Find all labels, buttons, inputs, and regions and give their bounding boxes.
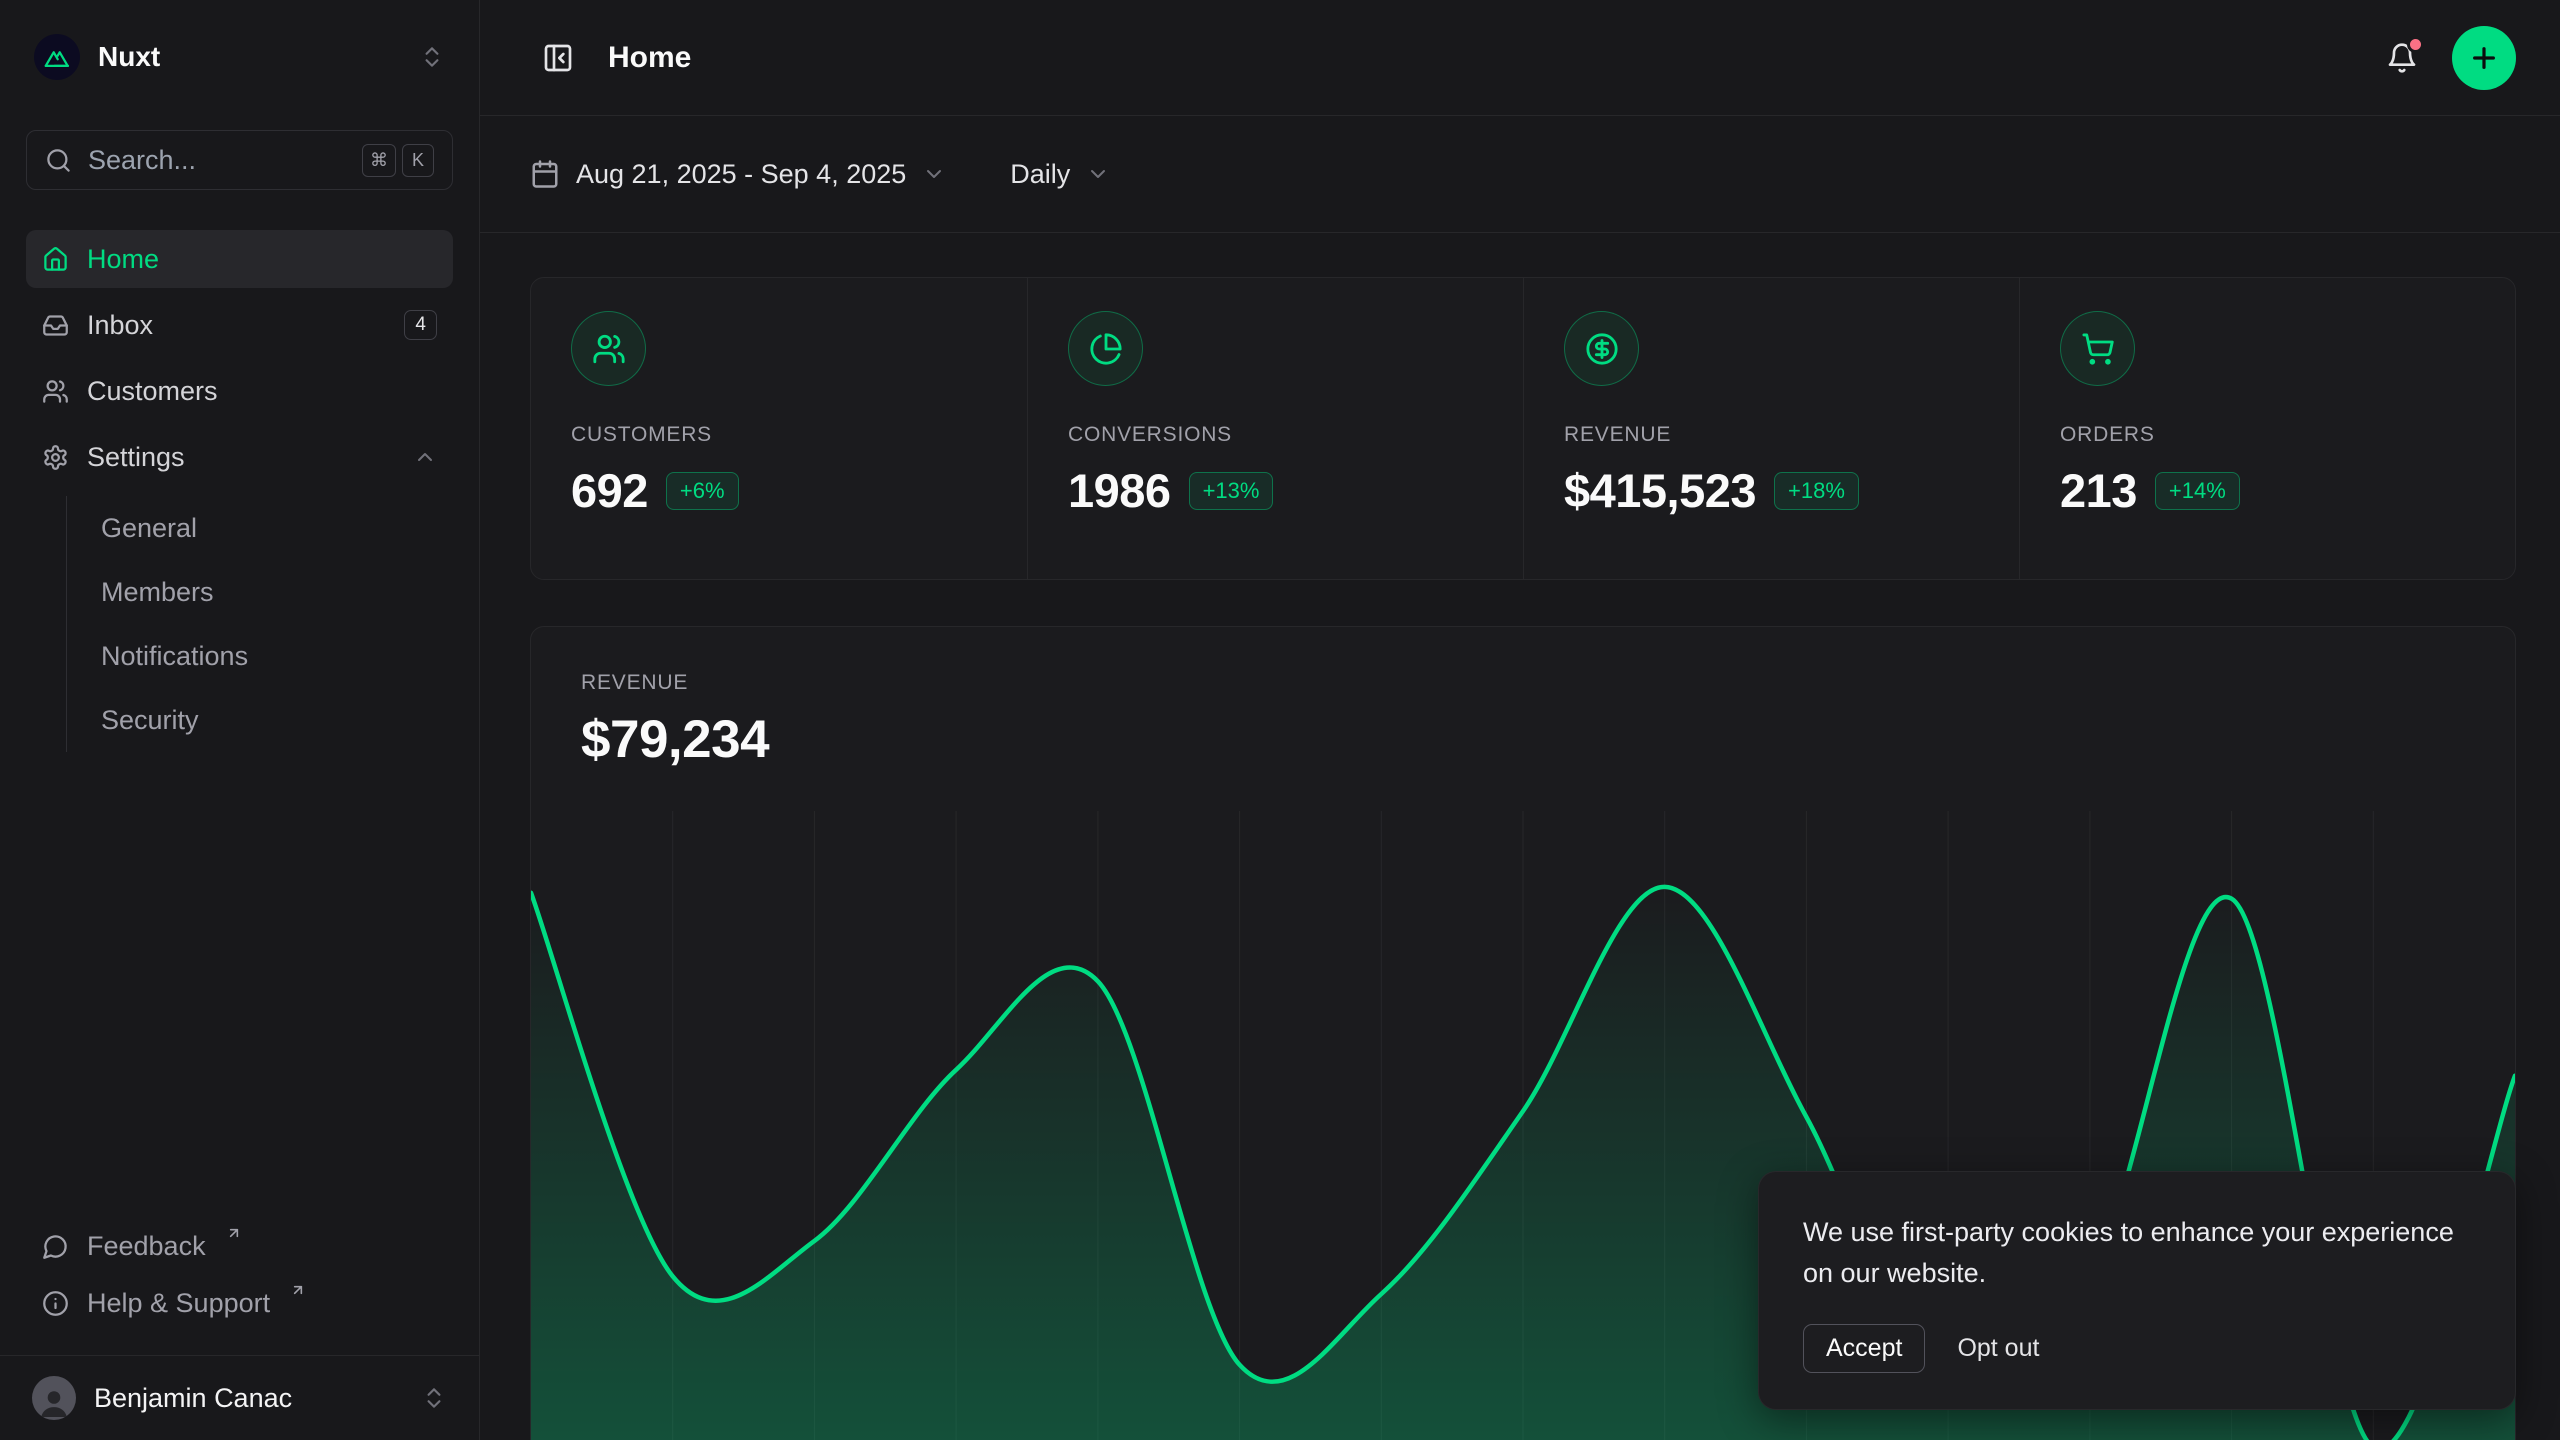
external-link-icon bbox=[226, 1225, 242, 1241]
kbd-k: K bbox=[402, 143, 434, 177]
notifications-button[interactable] bbox=[2374, 30, 2430, 86]
stat-delta-badge: +13% bbox=[1188, 471, 1274, 510]
granularity-value: Daily bbox=[1010, 158, 1071, 189]
inbox-icon bbox=[42, 312, 69, 339]
users-icon bbox=[42, 378, 69, 405]
info-circle-icon bbox=[42, 1290, 69, 1317]
kbd-cmd: ⌘ bbox=[362, 143, 396, 177]
content: CUSTOMERS 692 +6% CONVERSIONS 1986 +13% bbox=[480, 233, 2560, 1440]
search-input[interactable]: Search... ⌘ K bbox=[26, 130, 453, 190]
sidebar-secondary-nav: Feedback Help & Support bbox=[26, 1221, 453, 1355]
stat-value: 692 bbox=[571, 464, 648, 517]
sidebar-item-members[interactable]: Members bbox=[101, 576, 214, 607]
panel-left-close-icon bbox=[544, 44, 572, 71]
workspace-switcher[interactable]: Nuxt bbox=[26, 28, 453, 86]
sidebar-item-settings[interactable]: Settings bbox=[26, 428, 453, 486]
stat-card-orders[interactable]: ORDERS 213 +14% bbox=[2019, 278, 2515, 579]
user-menu[interactable]: Benjamin Canac bbox=[0, 1355, 479, 1440]
stat-label: CUSTOMERS bbox=[571, 423, 712, 446]
sidebar-item-home[interactable]: Home bbox=[26, 230, 453, 288]
stat-card-conversions[interactable]: CONVERSIONS 1986 +13% bbox=[1027, 278, 1523, 579]
sidebar-item-inbox[interactable]: Inbox 4 bbox=[26, 296, 453, 354]
cookie-optout-button[interactable]: Opt out bbox=[1957, 1334, 2040, 1362]
stat-card-customers[interactable]: CUSTOMERS 692 +6% bbox=[531, 278, 1027, 579]
stat-delta-badge: +18% bbox=[1774, 471, 1859, 510]
sidebar-item-customers[interactable]: Customers bbox=[26, 362, 453, 420]
sidebar-item-label: Customers bbox=[87, 375, 218, 406]
calendar-icon bbox=[530, 159, 560, 189]
cookie-message: We use first-party cookies to enhance yo… bbox=[1803, 1217, 2454, 1288]
stat-label: CONVERSIONS bbox=[1068, 423, 1232, 446]
stat-label: ORDERS bbox=[2060, 423, 2155, 446]
stat-delta-badge: +6% bbox=[665, 471, 739, 510]
revenue-panel: REVENUE $79,234 bbox=[530, 626, 2516, 1440]
sidebar-item-label: Settings bbox=[87, 441, 185, 472]
nuxt-logo-icon bbox=[34, 34, 80, 80]
search-placeholder: Search... bbox=[88, 144, 197, 175]
chevron-down-icon bbox=[1086, 162, 1110, 186]
granularity-select[interactable]: Daily bbox=[1010, 159, 1110, 190]
pie-chart-icon bbox=[1068, 311, 1143, 386]
chart-area-fill bbox=[531, 886, 2515, 1440]
revenue-area-chart bbox=[531, 811, 2515, 1440]
settings-subnav: General Members Notifications Security bbox=[66, 496, 453, 752]
users-icon bbox=[571, 311, 646, 386]
topbar: Home bbox=[480, 0, 2560, 116]
chevron-down-icon bbox=[922, 162, 946, 186]
circle-dollar-icon bbox=[1564, 311, 1639, 386]
filterbar: Aug 21, 2025 - Sep 4, 2025 Daily bbox=[480, 116, 2560, 233]
user-name: Benjamin Canac bbox=[94, 1382, 293, 1413]
stat-card-revenue[interactable]: REVENUE $415,523 +18% bbox=[1523, 278, 2019, 579]
inbox-count-badge: 4 bbox=[404, 310, 437, 340]
cookie-banner: We use first-party cookies to enhance yo… bbox=[1758, 1171, 2516, 1410]
sidebar-item-security[interactable]: Security bbox=[101, 704, 199, 735]
sidebar-nav: Home Inbox 4 Customers Settings bbox=[26, 230, 453, 752]
sidebar: Nuxt Search... ⌘ K Home bbox=[0, 0, 480, 1440]
stat-value: $415,523 bbox=[1564, 464, 1757, 517]
sidebar-item-label: Inbox bbox=[87, 309, 154, 340]
shopping-cart-icon bbox=[2060, 311, 2135, 386]
collapse-sidebar-button[interactable] bbox=[530, 30, 586, 86]
stat-value: 213 bbox=[2060, 464, 2137, 517]
add-button[interactable] bbox=[2452, 25, 2516, 90]
chart-line bbox=[531, 884, 2515, 1440]
stat-value: 1986 bbox=[1068, 464, 1171, 517]
sidebar-item-label: Help & Support bbox=[87, 1288, 271, 1318]
sidebar-item-label: Home bbox=[87, 243, 160, 274]
external-link-icon bbox=[290, 1282, 306, 1298]
sidebar-item-general[interactable]: General bbox=[101, 512, 198, 543]
avatar bbox=[32, 1376, 76, 1420]
gear-icon bbox=[42, 444, 69, 471]
home-icon bbox=[42, 246, 69, 273]
sidebar-item-label: Feedback bbox=[87, 1231, 206, 1261]
stat-delta-badge: +14% bbox=[2154, 471, 2240, 510]
chevrons-up-down-icon bbox=[421, 1385, 447, 1411]
main-area: Home Aug 21, 2025 - Sep 4, 2025 Daily bbox=[480, 0, 2560, 1440]
plus-icon bbox=[2473, 46, 2495, 69]
search-icon bbox=[45, 147, 72, 174]
revenue-panel-label: REVENUE bbox=[581, 671, 689, 694]
sidebar-item-notifications[interactable]: Notifications bbox=[101, 640, 249, 671]
notification-dot bbox=[2407, 35, 2424, 53]
message-circle-icon bbox=[42, 1233, 69, 1260]
brand-name: Nuxt bbox=[98, 41, 161, 72]
search-shortcut: ⌘ K bbox=[362, 143, 434, 177]
sidebar-spacer bbox=[26, 752, 453, 1221]
date-range-value: Aug 21, 2025 - Sep 4, 2025 bbox=[576, 158, 907, 189]
revenue-panel-value: $79,234 bbox=[581, 710, 770, 769]
sidebar-item-help-support[interactable]: Help & Support bbox=[26, 1278, 453, 1329]
date-range-picker[interactable]: Aug 21, 2025 - Sep 4, 2025 bbox=[530, 159, 946, 190]
stat-label: REVENUE bbox=[1564, 423, 1672, 446]
sidebar-item-feedback[interactable]: Feedback bbox=[26, 1221, 453, 1272]
chevrons-up-down-icon bbox=[419, 44, 445, 70]
stats-row: CUSTOMERS 692 +6% CONVERSIONS 1986 +13% bbox=[530, 277, 2516, 580]
cookie-accept-button[interactable]: Accept bbox=[1803, 1324, 1926, 1373]
revenue-chart bbox=[531, 811, 2515, 1440]
page-title: Home bbox=[608, 40, 692, 74]
chevron-up-icon bbox=[413, 445, 437, 469]
bell-icon bbox=[2388, 42, 2416, 73]
